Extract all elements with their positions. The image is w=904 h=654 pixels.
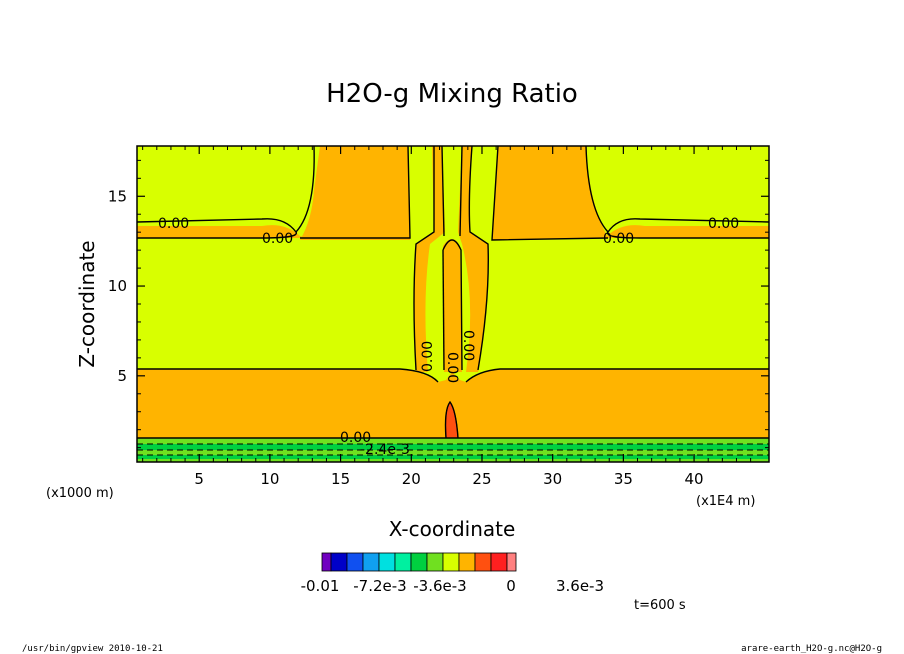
colorbar-swatch — [321, 552, 332, 572]
contour-fill — [600, 225, 769, 238]
time-label: t=600 s — [634, 598, 686, 613]
colorbar-swatch — [442, 552, 460, 572]
colorbar-swatch — [506, 552, 517, 572]
colorbar-swatch — [330, 552, 348, 572]
x-tick-label: 30 — [543, 470, 562, 488]
x-unit-note: (x1E4 m) — [696, 494, 755, 509]
colorbar-tick-label: -7.2e-3 — [353, 577, 406, 595]
z-unit-note: (x1000 m) — [46, 486, 114, 501]
x-axis: 5 10 15 20 25 30 35 40 — [142, 146, 752, 488]
colorbar-swatch — [378, 552, 396, 572]
footer-right: arare-earth_H2O-g.nc@H2O-g — [741, 644, 882, 654]
colorbar-swatch — [394, 552, 412, 572]
contour-fill — [414, 146, 445, 372]
colorbar-tick-label: 3.6e-3 — [556, 577, 604, 595]
colorbar-tick-label: -3.6e-3 — [413, 577, 466, 595]
contour-fill — [443, 239, 462, 372]
x-tick-label: 5 — [194, 470, 204, 488]
plot-area — [137, 146, 769, 462]
x-axis-label: X-coordinate — [389, 517, 516, 541]
contour-label: 0.00 — [340, 430, 371, 446]
negative-contours — [137, 443, 769, 456]
colorbar-swatch — [362, 552, 380, 572]
contour-label: -2.4e-3 — [360, 442, 410, 458]
x-tick-label: 20 — [402, 470, 421, 488]
contour-label: 0.00 — [708, 216, 739, 232]
contour-label: 0.00 — [262, 231, 293, 247]
contour-fill — [492, 146, 608, 240]
contour-fill — [458, 146, 489, 372]
contour-fill — [300, 146, 410, 240]
colorbar — [321, 552, 517, 572]
colorbar-tick-label: -0.01 — [301, 577, 340, 595]
contour-labels: 0.00 0.00 0.00 0.00 0.00 0.00 0.00 0.00 … — [158, 216, 739, 458]
colorbar-swatch — [474, 552, 492, 572]
x-tick-label: 10 — [260, 470, 279, 488]
x-tick-label: 15 — [331, 470, 350, 488]
contour-lines — [136, 145, 770, 439]
colorbar-swatch — [346, 552, 364, 572]
colorbar-swatch — [458, 552, 476, 572]
x-tick-label: 40 — [685, 470, 704, 488]
surface-band — [137, 455, 769, 459]
colorbar-swatch — [410, 552, 428, 572]
y-tick-label: 10 — [108, 277, 127, 295]
y-tick-label: 5 — [117, 367, 127, 385]
footer-left: /usr/bin/gpview 2010-10-21 — [22, 644, 163, 654]
colorbar-swatch — [426, 552, 444, 572]
y-axis: 5 10 15 — [108, 159, 769, 449]
x-tick-label: 35 — [614, 470, 633, 488]
colorbar-tick-label: 0 — [506, 577, 516, 595]
surface-band — [137, 444, 769, 450]
colorbar-tick-labels: -0.01 -7.2e-3 -3.6e-3 0 3.6e-3 — [301, 577, 604, 595]
contour-label: 0.00 — [603, 231, 634, 247]
colorbar-swatch — [490, 552, 508, 572]
contour-label: 0.00 — [420, 341, 436, 372]
contour-label: 0.00 — [460, 330, 476, 361]
x-tick-label: 25 — [472, 470, 491, 488]
chart-title: H2O-g Mixing Ratio — [326, 79, 578, 109]
contour-fill — [137, 369, 769, 438]
y-tick-label: 15 — [108, 187, 127, 205]
y-axis-label: Z-coordinate — [75, 240, 99, 367]
contour-label: 0.00 — [158, 216, 189, 232]
contour-fill — [137, 225, 306, 238]
contour-label: 0.00 — [444, 352, 460, 383]
